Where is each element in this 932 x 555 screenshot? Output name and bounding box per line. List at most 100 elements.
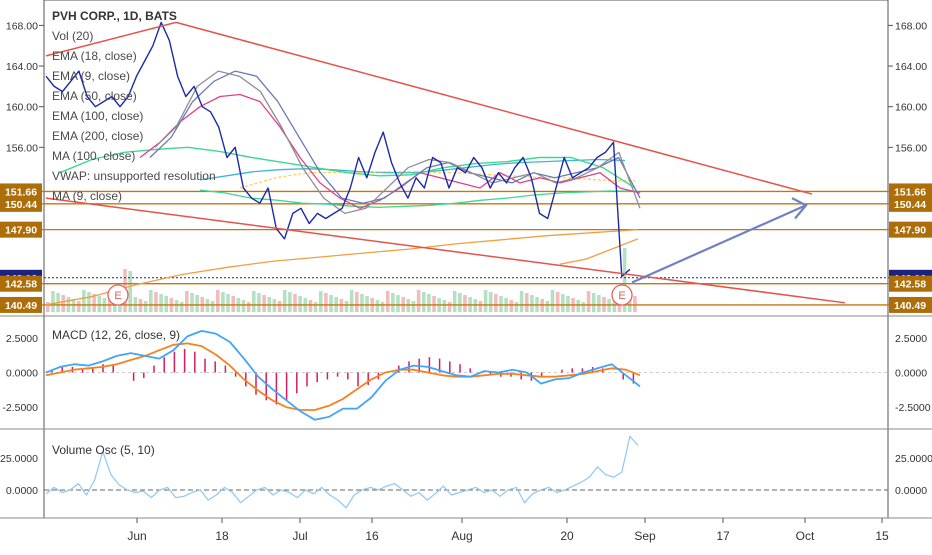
earnings-marker xyxy=(611,284,633,306)
volume-bar xyxy=(97,296,102,312)
y-tick-label-right: 164.00 xyxy=(895,61,927,73)
price-tag-right xyxy=(889,296,932,313)
price-tag-right-text: 140.49 xyxy=(894,300,926,312)
projection-arrow xyxy=(631,204,807,284)
volume-bar xyxy=(396,295,400,312)
volume-bar xyxy=(483,290,488,312)
volume-bar xyxy=(318,291,323,312)
volume-bars xyxy=(46,248,637,312)
volume-bar xyxy=(576,300,581,312)
volume-bar xyxy=(195,295,199,312)
series-ema200 xyxy=(239,171,635,189)
x-tick-label: 16 xyxy=(365,529,379,543)
volume-bar xyxy=(519,291,524,312)
volume-bar xyxy=(550,290,555,312)
macd-label: MACD (12, 26, close, 9) xyxy=(52,328,181,342)
macd-tick-label-left: 0.0000 xyxy=(6,368,38,380)
volume-bar xyxy=(246,302,251,312)
legend-ma9: MA (9, close) xyxy=(52,189,123,203)
volume-bar xyxy=(514,302,519,312)
price-tag-right-text: 151.66 xyxy=(894,186,926,198)
volume-bar xyxy=(586,291,591,312)
volume-bar xyxy=(112,302,117,312)
volume-bar xyxy=(149,290,153,312)
volume-bar xyxy=(432,296,436,312)
volume-bar xyxy=(555,292,560,312)
trendline-lower xyxy=(45,197,846,304)
legend-ema9: EMA (9, close) xyxy=(52,69,131,83)
volume-bar xyxy=(494,294,498,312)
series-ema100 xyxy=(199,189,635,208)
price-tag-right-text: 142.58 xyxy=(894,279,926,291)
trendline-upper-left xyxy=(45,21,177,57)
x-tick-label: 18 xyxy=(215,529,229,543)
y-tick-label-left: 156.00 xyxy=(6,142,38,154)
volume-bar xyxy=(252,291,256,312)
volume-bar xyxy=(51,291,55,312)
volume-bar xyxy=(360,294,364,312)
y-tick-label-right: 168.00 xyxy=(895,20,927,32)
legend-ema50: EMA (50, close) xyxy=(52,89,137,103)
volume-bar xyxy=(143,301,148,312)
volume-bar xyxy=(128,271,132,312)
price-tag-left-text: 150.44 xyxy=(5,199,37,211)
volume-bar xyxy=(282,290,287,312)
price-tag-left xyxy=(0,195,42,212)
series-vwap-tail xyxy=(559,238,639,265)
volume-bar xyxy=(581,302,586,312)
price-tag-right xyxy=(889,183,932,200)
volume-bar xyxy=(566,296,570,312)
volume-bar xyxy=(375,300,380,312)
volume-bar xyxy=(210,301,215,312)
x-tick-label: Oct xyxy=(796,529,815,543)
osc-tick-label-left: 25.0000 xyxy=(0,453,38,465)
price-tag-right xyxy=(889,221,932,238)
volume-bar xyxy=(231,296,235,312)
osc-tick-label-right: 0.0000 xyxy=(895,485,927,497)
volume-bar xyxy=(92,294,96,312)
legend-ema18: EMA (18, close) xyxy=(52,49,137,63)
volume-bar xyxy=(61,295,66,312)
volume-bar xyxy=(442,300,447,312)
volume-bar xyxy=(380,302,385,312)
legend-ema100: EMA (100, close) xyxy=(52,109,144,123)
volume-bar xyxy=(509,300,514,312)
osc-tick-label-right: 25.0000 xyxy=(895,453,932,465)
macd-line xyxy=(45,329,641,421)
volume-bar xyxy=(107,300,112,312)
volume-bar xyxy=(591,293,596,312)
series-ma100 xyxy=(199,158,626,181)
x-tick-label: Aug xyxy=(451,529,472,543)
x-tick-label: 17 xyxy=(716,529,730,543)
volume-bar xyxy=(262,295,266,312)
volume-bar xyxy=(612,301,617,312)
volume-bar xyxy=(46,302,50,312)
volume-bar xyxy=(622,248,627,312)
volume-bar xyxy=(478,301,483,312)
macd-tick-label-right: -2.5000 xyxy=(895,402,931,414)
volume-bar xyxy=(561,294,565,312)
volume-bar xyxy=(308,300,313,312)
volume-bar xyxy=(545,301,550,312)
legend-vol: Vol (20) xyxy=(52,29,94,43)
volume-bar xyxy=(293,294,297,312)
y-tick-label-left: 168.00 xyxy=(6,20,38,32)
y-tick-label-left: 164.00 xyxy=(6,61,38,73)
osc-tick-label-left: 0.0000 xyxy=(6,485,38,497)
volume-bar xyxy=(76,301,81,312)
series-price xyxy=(45,21,631,278)
volume-bar xyxy=(164,296,169,312)
volume-bar xyxy=(488,292,493,312)
price-tag-left xyxy=(0,183,42,200)
volume-bar xyxy=(298,296,302,312)
volume-bar xyxy=(427,294,431,312)
earnings-marker-label: E xyxy=(114,290,121,302)
series-ema100-main xyxy=(59,146,636,189)
volume-bar xyxy=(355,292,359,312)
volume-bar xyxy=(349,290,354,312)
volume-bar xyxy=(530,295,534,312)
price-tag-left xyxy=(0,221,42,238)
volume-bar xyxy=(499,296,503,312)
price-tag-left-text: 151.66 xyxy=(5,186,37,198)
